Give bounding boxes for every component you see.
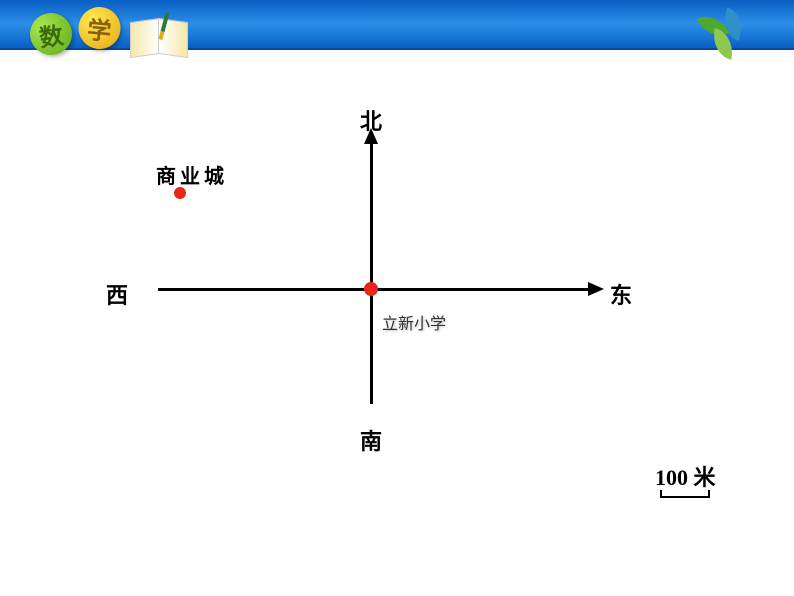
north-label: 北: [360, 104, 382, 136]
school-point: [364, 282, 378, 296]
east-arrow-icon: [588, 282, 604, 296]
compass-diagram: 北 南 西 东 立新小学 商业城 100 米: [0, 50, 794, 596]
school-label: 立新小学: [382, 310, 446, 334]
scale-bracket-icon: [660, 490, 710, 498]
south-label: 南: [360, 424, 382, 456]
scale-unit: 米: [694, 465, 716, 490]
scale-value: 100: [655, 465, 688, 490]
scale-label: 100 米: [655, 460, 716, 492]
header-banner: 数 学: [0, 0, 794, 50]
mall-label: 商业城: [156, 160, 228, 189]
y-axis: [370, 132, 373, 404]
west-label: 西: [106, 278, 128, 310]
east-label: 东: [610, 278, 632, 310]
logo-char-math-2: 学: [77, 5, 123, 51]
